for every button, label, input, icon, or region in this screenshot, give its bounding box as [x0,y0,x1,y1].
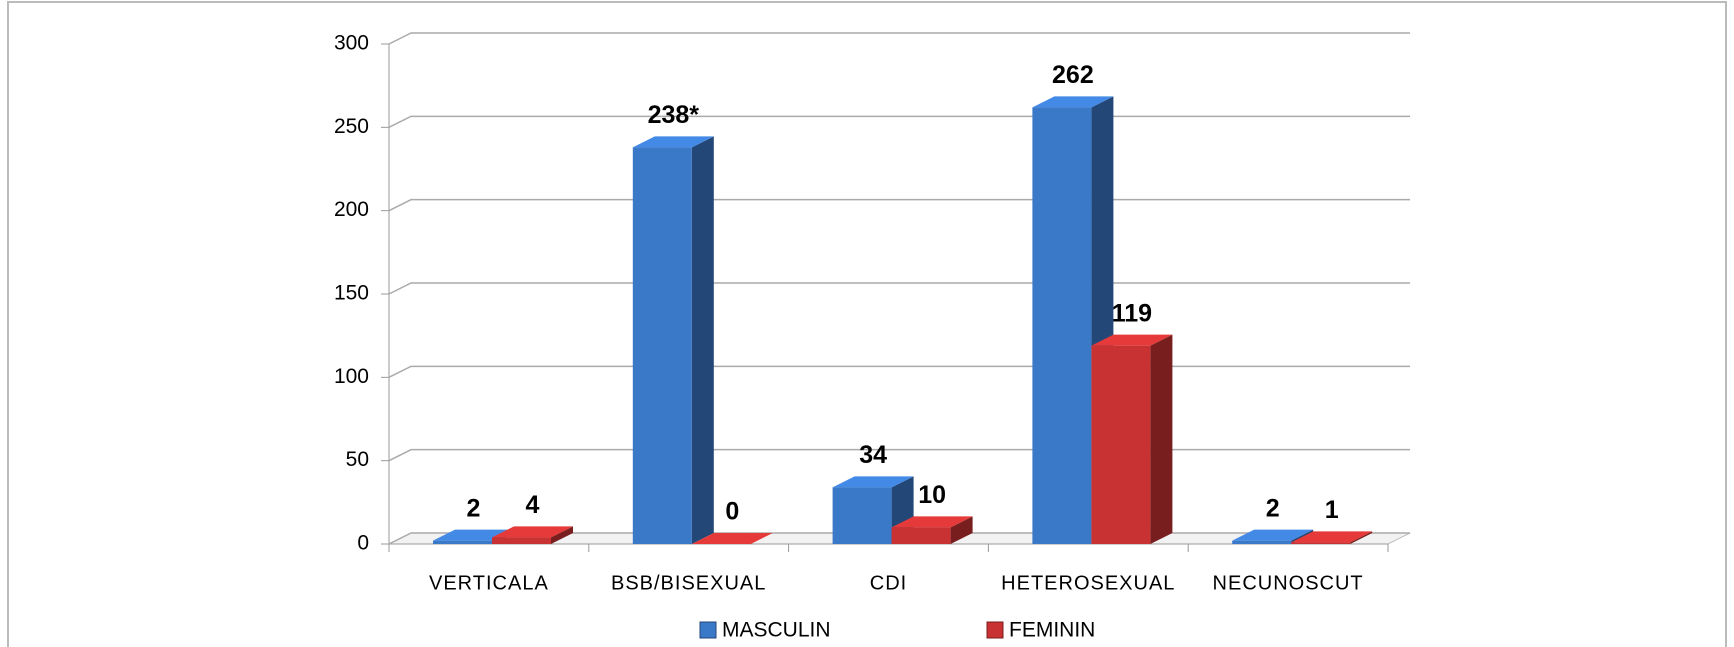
legend-label: FEMININ [1009,619,1095,642]
y-tick-label: 150 [334,282,369,305]
bar-side [950,516,973,544]
bar [1091,345,1151,544]
y-tick-label: 50 [346,448,369,471]
value-label: 4 [526,491,540,519]
y-tick-label: 250 [334,115,369,138]
grid-line [388,32,1410,45]
value-label: 34 [859,441,887,469]
bar-side [691,136,714,545]
bar-top [492,526,573,538]
x-tick-label: BSB/BISEXUAL [611,572,766,594]
bar-side [1350,531,1373,544]
bar-top [691,533,773,544]
y-tick-label: 200 [334,198,369,221]
grid-line [388,448,1410,462]
y-tick-label: 100 [334,365,369,388]
bar [632,147,692,545]
grid-line [388,198,1410,212]
x-tick-label: CDI [870,572,907,594]
bar-top [832,476,914,488]
bar [1032,107,1092,544]
value-label: 262 [1052,61,1094,89]
grid-line [388,365,1410,379]
value-label: 2 [1266,494,1280,522]
value-label: 2 [467,494,481,522]
bar [492,537,551,544]
legend-swatch [699,621,717,639]
x-tick-label: NECUNOSCUT [1213,572,1364,594]
bar-top [1232,529,1314,541]
bar-side [551,526,573,544]
x-tick-label: VERTICALA [429,572,549,594]
bar [891,527,951,544]
frame [7,1,1727,647]
value-label: 119 [1112,299,1152,327]
value-label: 0 [725,498,739,526]
value-label: 1 [1325,496,1339,524]
legend-label: MASCULIN [722,619,831,642]
bar-top [1291,531,1373,543]
x-tick-label: HETEROSEXUAL [1001,572,1175,594]
y-tick-label: 0 [357,532,369,555]
value-label: 10 [918,481,946,509]
bar [1232,540,1292,544]
bar-top [1091,334,1173,346]
bar-side [1150,334,1173,544]
bar [433,540,492,544]
bar [1291,542,1351,544]
value-label: 238* [648,101,700,129]
bar-top [632,136,714,148]
grid-line [388,115,1410,129]
legend-swatch [986,621,1004,639]
bar [832,487,892,544]
bar-top [891,516,973,528]
y-tick-label: 300 [334,32,369,55]
bar-top [1032,96,1114,108]
grid-line [388,282,1410,295]
